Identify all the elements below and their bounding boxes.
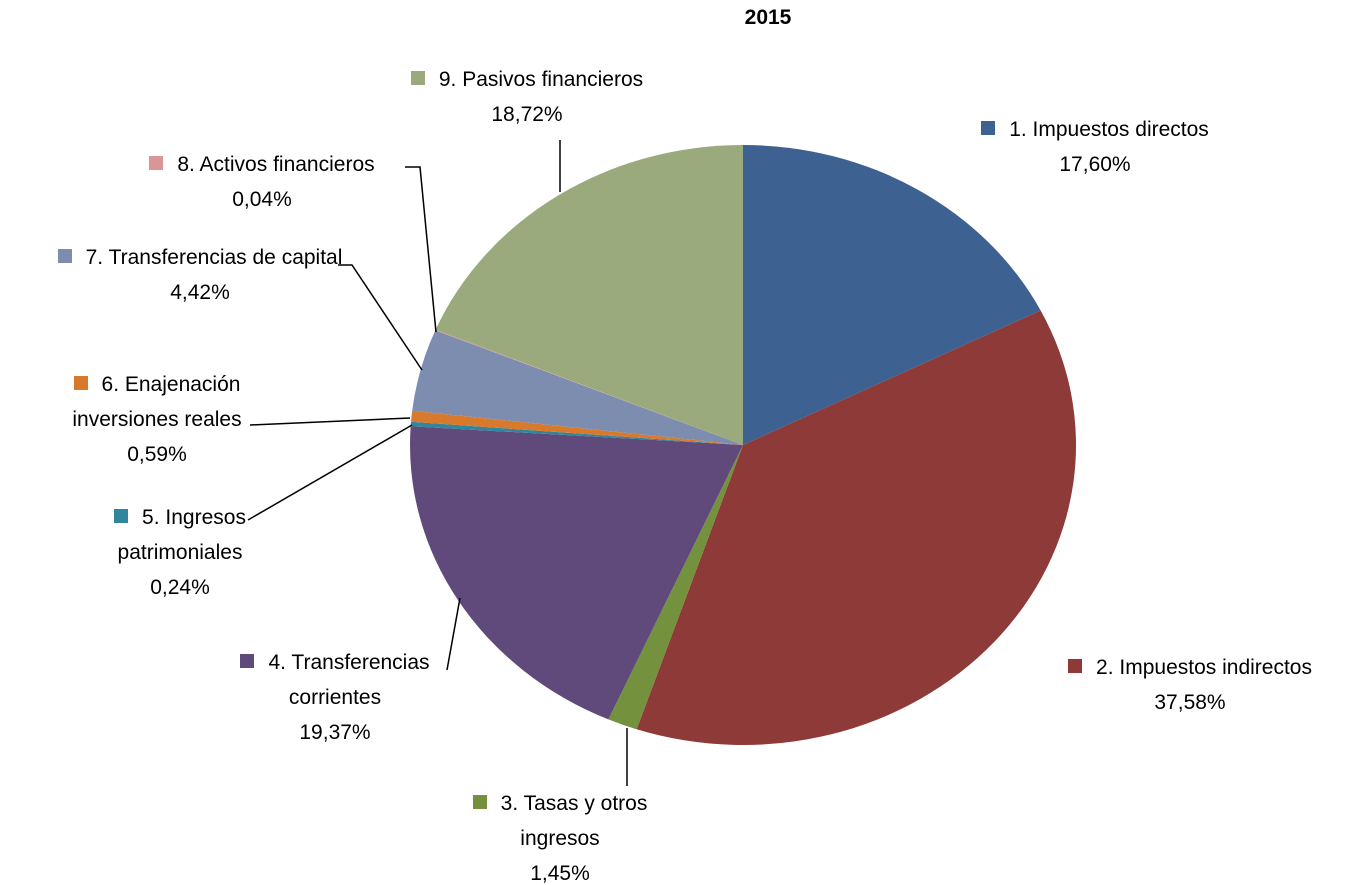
data-label: 3. Tasas y otros ingresos 1,45% (440, 786, 680, 885)
label-value: 0,24% (150, 576, 210, 599)
label-name-line: 1. Impuestos directos (925, 112, 1265, 147)
legend-swatch (472, 795, 487, 809)
pie-slice (636, 310, 1076, 746)
data-label: 8. Activos financieros 0,04% (92, 147, 432, 217)
label-name-line: 2. Impuestos indirectos (1025, 650, 1347, 685)
label-name: 9. Pasivos financieros (438, 68, 644, 91)
leader-line (338, 264, 423, 371)
data-label: 4. Transferencias corrientes 19,37% (210, 645, 460, 750)
label-value: 19,37% (299, 721, 371, 744)
data-label: 5. Ingresos patrimoniales 0,24% (65, 500, 295, 605)
data-label: 6. Enajenación inversiones reales 0,59% (32, 367, 282, 472)
legend-swatch (240, 654, 255, 668)
pie-slice (410, 410, 743, 445)
leader-line (405, 166, 437, 333)
label-name: 1. Impuestos directos (1009, 118, 1209, 141)
pie-slice (412, 330, 743, 445)
label-name-line: 9. Pasivos financieros (357, 62, 697, 97)
pie-slice (410, 421, 743, 445)
pie-slice (743, 145, 1041, 445)
legend-swatch (57, 249, 72, 263)
pie-slice (410, 426, 743, 720)
label-value: 37,58% (1154, 691, 1226, 714)
label-name-line: 7. Transferencias de capital (55, 240, 345, 275)
label-name: 8. Activos financieros (177, 153, 375, 176)
pie-slice (435, 329, 743, 445)
pie-slice (608, 445, 743, 730)
data-label: 2. Impuestos indirectos 37,58% (1025, 650, 1347, 720)
label-value: 17,60% (1059, 153, 1131, 176)
label-name: 7. Transferencias de capital (85, 246, 343, 269)
label-name-line: 8. Activos financieros (92, 147, 432, 182)
leader-line (247, 424, 413, 521)
label-name-line: 3. Tasas y otros ingresos (440, 786, 680, 856)
label-value: 1,45% (530, 862, 590, 885)
pie-slice (435, 145, 743, 445)
legend-swatch (410, 71, 425, 85)
label-name: 6. Enajenación inversiones reales (72, 373, 242, 431)
label-name: 5. Ingresos patrimoniales (117, 506, 246, 564)
label-name: 3. Tasas y otros ingresos (500, 792, 648, 850)
label-value: 18,72% (491, 103, 563, 126)
label-name: 4. Transferencias corrientes (268, 651, 430, 709)
label-value: 4,42% (170, 281, 230, 304)
leader-line (249, 417, 411, 426)
legend-swatch (149, 156, 164, 170)
data-label: 9. Pasivos financieros 18,72% (357, 62, 697, 132)
data-label: 7. Transferencias de capital 4,42% (55, 240, 345, 310)
label-value: 0,59% (127, 443, 187, 466)
legend-swatch (114, 509, 129, 523)
label-name-line: 6. Enajenación inversiones reales (32, 367, 282, 437)
legend-swatch (981, 121, 996, 135)
legend-swatch (1068, 659, 1083, 673)
label-name-line: 4. Transferencias corrientes (210, 645, 460, 715)
label-name-line: 5. Ingresos patrimoniales (65, 500, 295, 570)
leader-line (446, 597, 461, 671)
legend-swatch (73, 376, 88, 390)
label-name: 2. Impuestos indirectos (1096, 656, 1312, 679)
chart-title: 2015 (744, 6, 792, 29)
data-label: 1. Impuestos directos 17,60% (925, 112, 1265, 182)
label-value: 0,04% (232, 188, 292, 211)
